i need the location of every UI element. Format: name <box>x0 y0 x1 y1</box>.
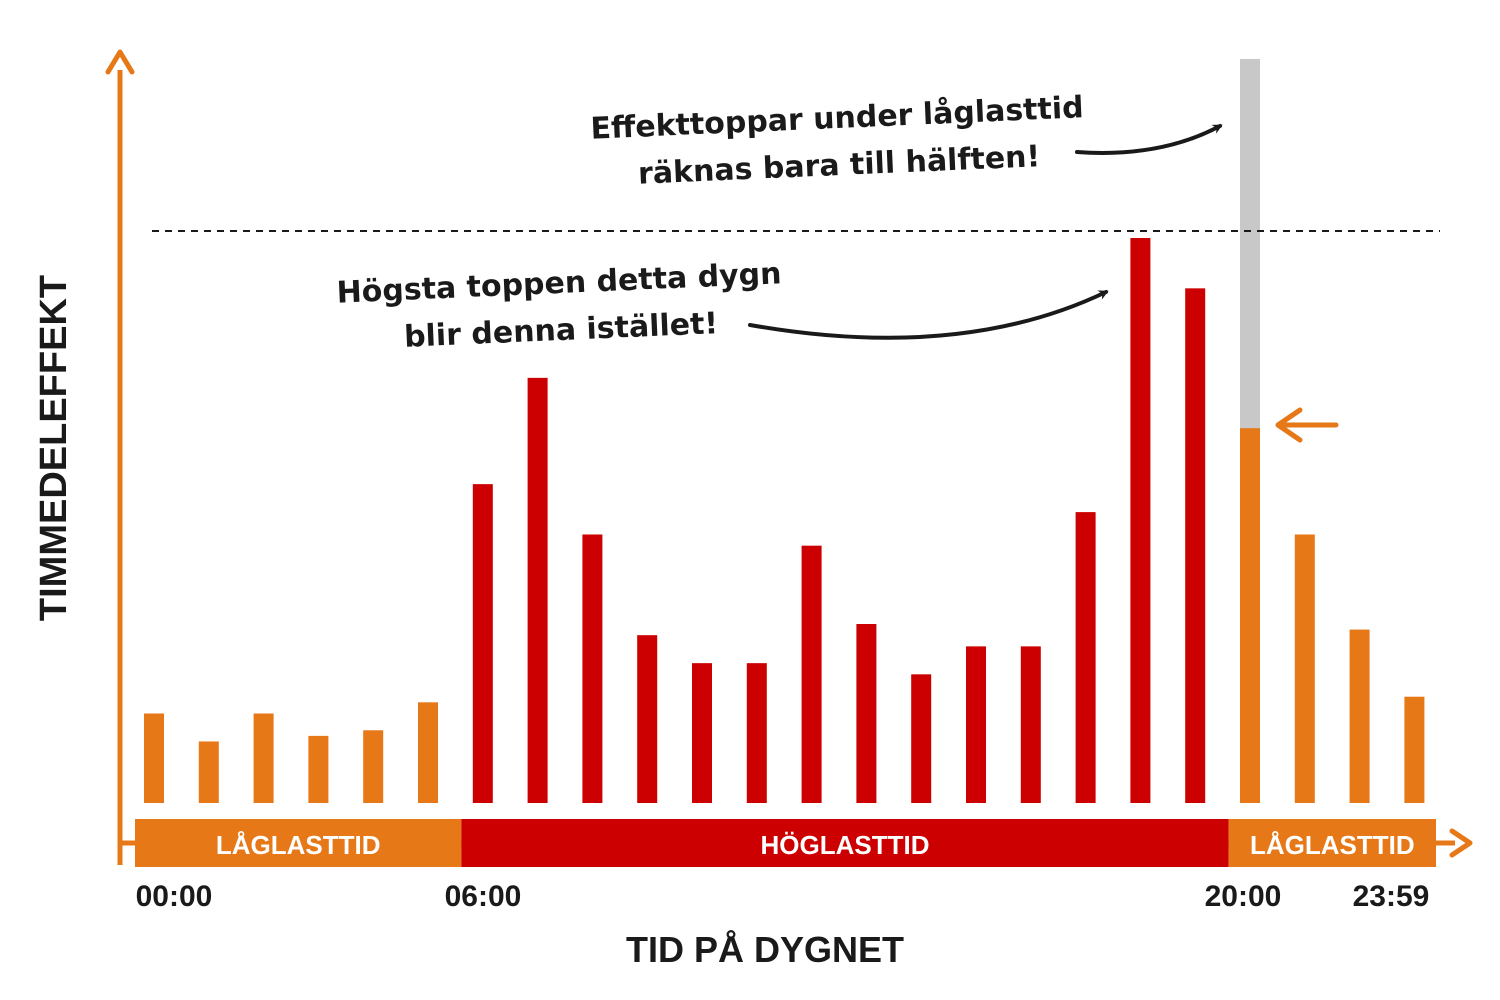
halved-value-arrow-icon <box>1275 407 1339 443</box>
bar-hour-15 <box>966 646 986 803</box>
band-low-load-2 <box>1228 819 1436 867</box>
bar-hour-5 <box>418 702 438 803</box>
x-tick-label-2: 20:00 <box>1205 880 1282 913</box>
bar-hour-9 <box>637 635 658 803</box>
bar-hour-3 <box>308 735 329 803</box>
bar-hour-12 <box>801 545 822 803</box>
y-axis-arrow-icon <box>105 49 135 75</box>
bar-hour-8 <box>582 534 603 803</box>
annotation-2-line-2: blir denna istället! <box>403 306 718 355</box>
bar-hour-23 <box>1404 696 1425 803</box>
x-tick-label-3: 23:59 <box>1353 880 1430 913</box>
annotation-half-counted: Effekttoppar under låglasttid räknas bar… <box>590 89 1085 192</box>
x-axis-label: TID PÅ DYGNET <box>626 929 904 970</box>
x-tick-label-1: 06:00 <box>445 880 522 913</box>
x-ticks: 00:00 06:00 20:00 23:59 <box>136 880 1430 913</box>
x-axis-arrow-icon <box>1449 828 1473 858</box>
band-label-2: LÅGLASTTID <box>1250 830 1415 860</box>
bars <box>144 58 1425 803</box>
x-tick-label-0: 00:00 <box>136 880 213 913</box>
bar-hour-10 <box>692 663 712 803</box>
bar-hour-1 <box>198 741 219 803</box>
bar-hour-6 <box>472 484 493 803</box>
band-label-0: LÅGLASTTID <box>216 830 381 860</box>
bar-hour-19 <box>1185 288 1206 803</box>
bar-hour-4 <box>363 730 384 803</box>
bar-hour-7 <box>527 377 548 803</box>
band-high-load-1 <box>461 819 1229 867</box>
annotation-1-line-1: Effekttoppar under låglasttid <box>590 89 1085 146</box>
bar-hour-16 <box>1020 646 1041 803</box>
bar-hour-17 <box>1075 512 1096 803</box>
annotation-new-peak: Högsta toppen detta dygn blir denna istä… <box>336 256 782 355</box>
band-low-load-0 <box>135 819 462 867</box>
y-axis-label: TIMMEDELEFFEKT <box>33 275 75 621</box>
bar-hour-21 <box>1294 534 1315 803</box>
bar-hour-22 <box>1349 629 1370 803</box>
bar-hour-13 <box>856 623 877 803</box>
bar-hour-20 <box>1240 428 1260 803</box>
annotation-2-line-1: Högsta toppen detta dygn <box>336 256 782 310</box>
bar-hour-14 <box>911 674 932 803</box>
band-label-1: HÖGLASTTID <box>761 830 930 860</box>
annotation-1-arrow-icon <box>1075 124 1223 155</box>
bar-hour-11 <box>746 663 767 803</box>
annotation-1-line-2: räknas bara till hälften! <box>637 139 1041 192</box>
annotation-2-arrow-icon <box>748 290 1109 340</box>
load-bands: LÅGLASTTID HÖGLASTTID LÅGLASTTID <box>135 819 1436 867</box>
bar-hour-18 <box>1130 238 1151 803</box>
y-axis <box>105 49 135 865</box>
bar-hour-0 <box>144 713 164 803</box>
bar-hour-2 <box>253 713 274 803</box>
